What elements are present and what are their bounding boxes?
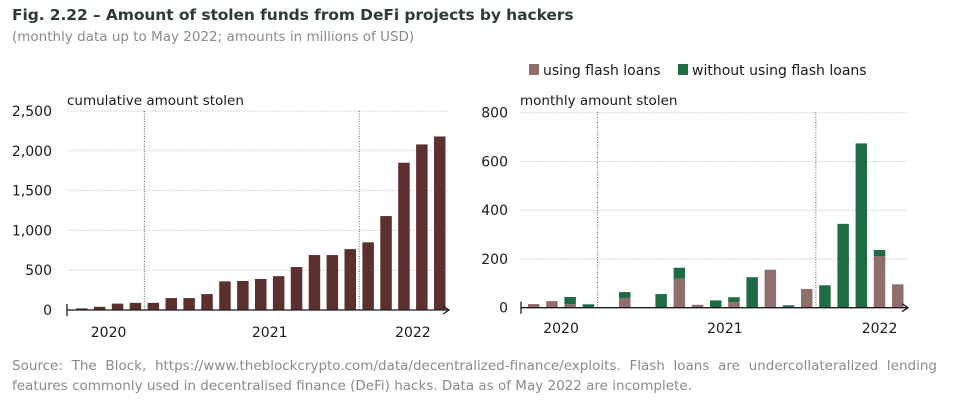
legend-label: using flash loans [543,63,660,79]
bar-cumulative [76,308,88,310]
bar-no-flash-loans [819,285,831,308]
y-tick-label: 400 [481,203,508,219]
y-tick-label: 0 [499,301,508,317]
bar-flash-loans [619,297,631,308]
bar-no-flash-loans [655,294,667,308]
x-tick-label: 2020 [91,325,127,341]
bar-flash-loans [728,302,740,308]
legend-swatch [529,64,539,75]
legend-label: without using flash loans [692,63,867,79]
bar-cumulative [183,298,195,310]
bar-cumulative [308,255,321,310]
figure-subtitle: (monthly data up to May 2022; amounts in… [12,29,415,45]
y-tick-label: 500 [25,263,52,279]
bar-flash-loans [673,278,686,308]
bar-flash-loans [801,288,813,308]
bar-cumulative [93,306,106,310]
bar-cumulative [255,278,267,310]
bar-no-flash-loans [673,267,686,279]
bar-flash-loans [564,304,576,308]
panel-title: monthly amount stolen [520,93,677,109]
x-tick-label: 2021 [707,321,743,337]
bar-cumulative [219,281,231,310]
y-tick-label: 800 [481,106,508,122]
bar-no-flash-loans [855,143,868,308]
bar-cumulative [111,303,124,310]
bar-cumulative [147,302,160,310]
bar-cumulative [434,136,446,310]
bar-no-flash-loans [710,300,722,308]
bar-cumulative [237,280,249,310]
bar-no-flash-loans [873,249,886,257]
bar-flash-loans [546,301,558,308]
y-tick-label: 1,000 [12,223,52,239]
bar-no-flash-loans [619,292,631,298]
bar-cumulative [344,249,356,310]
bar-cumulative [165,298,177,310]
bar-cumulative [129,302,142,310]
bar-flash-loans [691,304,704,308]
bar-flash-loans [873,256,886,308]
y-tick-label: 2,500 [12,104,52,120]
bar-cumulative [416,144,428,310]
bar-no-flash-loans [782,305,795,308]
y-tick-label: 200 [481,252,508,268]
bar-flash-loans [764,269,777,308]
x-tick-label: 2022 [862,321,898,337]
source-note: Source: The Block, https://www.theblockc… [12,356,937,396]
bar-no-flash-loans [837,223,849,308]
y-tick-label: 2,000 [12,144,52,160]
x-axis-arrow [442,305,451,315]
bar-cumulative [201,294,213,310]
y-tick-label: 0 [43,303,52,319]
bar-no-flash-loans [582,304,595,308]
x-axis-arrow [901,303,910,313]
bar-no-flash-loans [746,277,758,308]
legend-swatch [678,64,688,75]
bar-flash-loans [892,284,904,308]
x-tick-label: 2021 [252,325,288,341]
bar-cumulative [362,242,374,310]
x-tick-label: 2020 [543,321,579,337]
bar-no-flash-loans [564,296,576,305]
bar-no-flash-loans [728,297,740,303]
source-note-line-1: Source: The Block, https://www.theblockc… [12,358,937,374]
panel-title: cumulative amount stolen [67,93,244,109]
x-tick-label: 2022 [395,325,431,341]
bar-cumulative [326,255,339,310]
bar-cumulative [290,267,303,310]
y-tick-label: 600 [481,154,508,170]
y-tick-label: 1,500 [12,184,52,200]
figure-title: Fig. 2.22 – Amount of stolen funds from … [12,6,574,24]
bar-cumulative [380,216,392,310]
bar-cumulative [272,276,285,310]
source-note-line-2: features commonly used in decentralised … [12,378,692,394]
bar-cumulative [398,162,410,310]
bar-flash-loans [528,304,540,308]
